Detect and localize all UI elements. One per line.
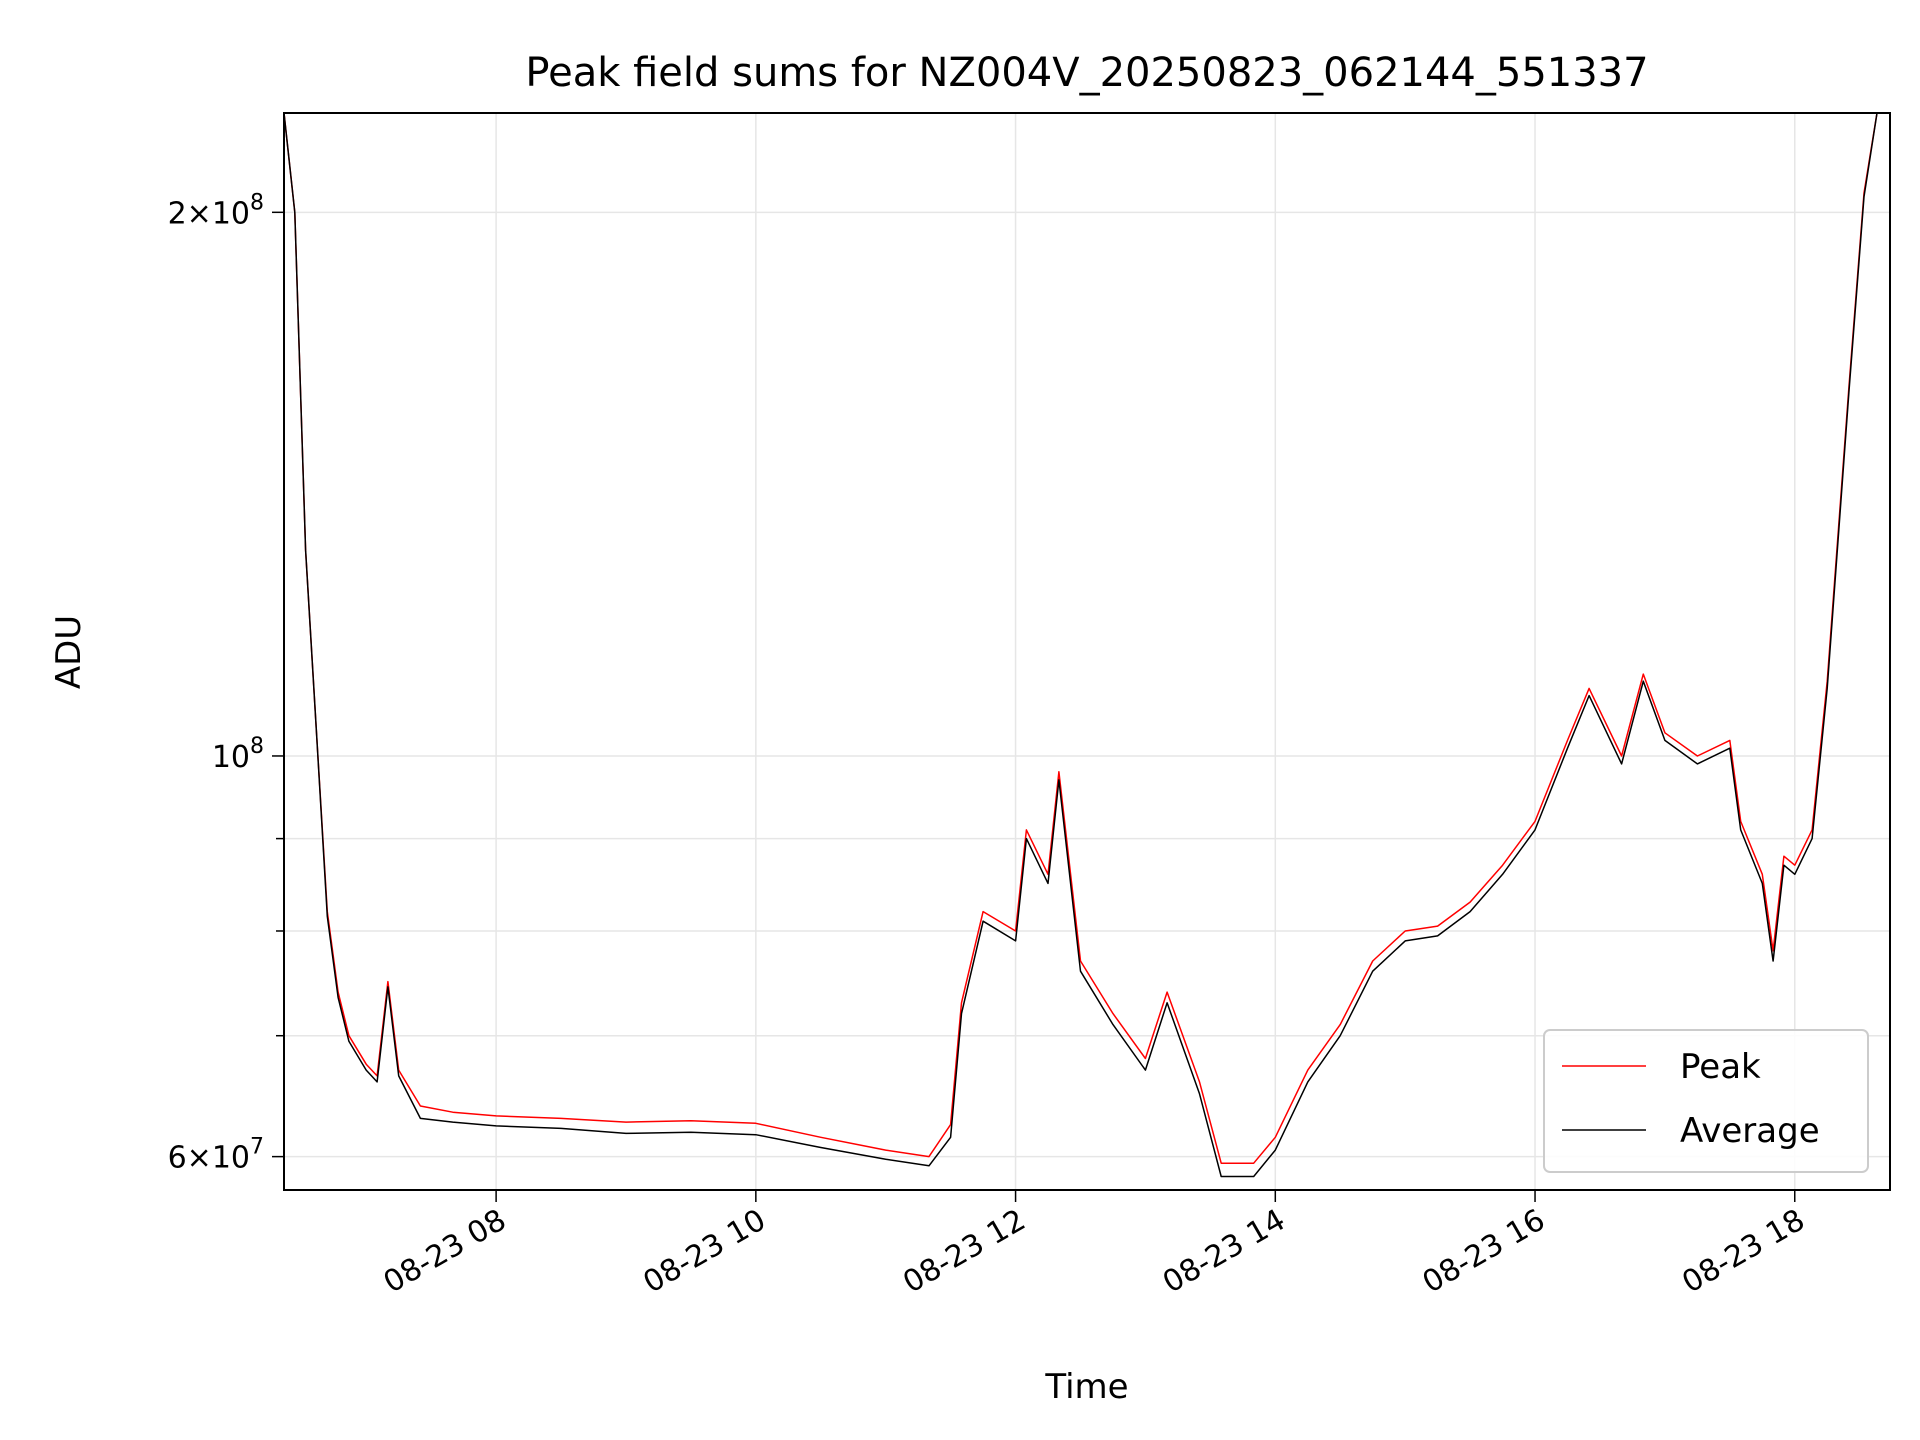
- series-group: [283, 112, 1890, 1178]
- y-axis-label: ADU: [49, 615, 89, 689]
- x-axis-label: Time: [1044, 1367, 1128, 1407]
- y-tick-label: 2×108: [168, 190, 264, 231]
- legend-peak-label: Peak: [1680, 1047, 1761, 1087]
- series-peak-line: [283, 112, 1890, 1164]
- legend-average-label: Average: [1680, 1111, 1820, 1151]
- legend: Peak Average: [1543, 1029, 1869, 1173]
- plot-frame: [283, 112, 1891, 1191]
- series-average-line: [283, 112, 1890, 1178]
- y-axis: 6×107 108 2×108: [168, 190, 284, 1176]
- y-tick-label: 108: [212, 734, 264, 775]
- y-tick-label: 6×107: [168, 1135, 264, 1176]
- grid: [284, 113, 1890, 1190]
- chart-title: Peak field sums for NZ004V_20250823_0621…: [525, 50, 1648, 96]
